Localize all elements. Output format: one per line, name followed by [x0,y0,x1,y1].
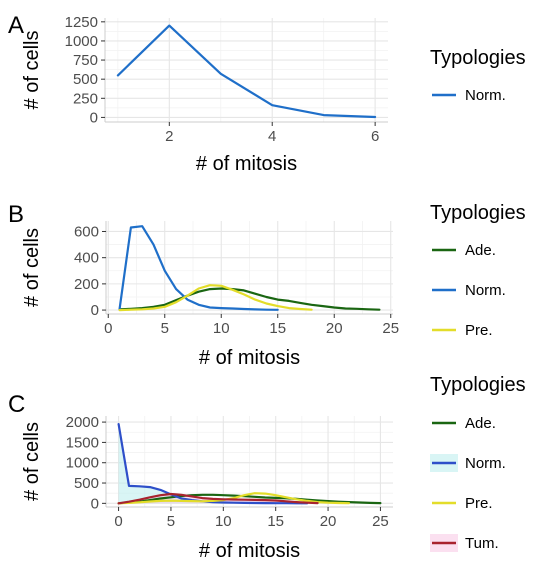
legend: Typologies Ade. Norm. Pre. Tum. [430,374,526,552]
legend-label: Norm. [465,455,506,472]
legend-label: Tum. [465,535,499,552]
x-tick-label: 4 [268,128,276,145]
series-line-pre [118,284,313,312]
x-tick-label: 5 [161,320,169,337]
y-axis-title: # of cells [21,228,43,307]
series-line-norm [116,24,377,119]
y-tick-label: 750 [73,52,98,69]
panel-letter: B [8,201,24,228]
y-tick-label: 0 [90,109,98,126]
y-tick-label: 500 [74,475,99,492]
x-tick-label: 5 [167,513,175,530]
series-line-norm [118,225,279,311]
x-tick-label: 10 [213,320,230,337]
y-tick-label: 2000 [66,414,99,431]
y-axis-title: # of cells [21,422,43,501]
legend-title: Typologies [430,47,526,69]
series-line-ade [117,493,382,505]
x-axis-title: # of mitosis [199,540,300,562]
x-tick-label: 25 [372,513,389,530]
x-tick-label: 15 [269,320,286,337]
series-group [117,423,382,505]
series-group [118,225,381,312]
y-tick-label: 1000 [66,455,99,472]
panel-a: A 2 4 6 0 250 500 750 1000 1250 # of mitosis # of c… [8,12,526,175]
y-tick-label: 0 [91,302,99,319]
legend-label: Pre. [465,495,493,512]
y-tick-label: 500 [73,71,98,88]
series-line-norm [117,423,309,505]
x-tick-label: 0 [104,320,112,337]
x-tick-label: 20 [320,513,337,530]
y-tick-label: 200 [74,276,99,293]
x-axis-title: # of mitosis [196,153,297,175]
y-axis-title: # of cells [21,31,43,110]
legend-label: Pre. [465,322,493,339]
y-tick-label: 1500 [66,434,99,451]
legend-label: Ade. [465,415,496,432]
legend-key-norm [430,454,458,472]
x-tick-label: 10 [215,513,232,530]
panel-c: C 0 5 10 15 20 25 0 500 1000 1500 2000 # of mitosis #… [8,374,526,562]
panel-b: B 0 5 10 15 20 25 0 200 400 600 # of mitosis # of ce… [8,201,526,369]
legend: Typologies Ade. Norm. Pre. [430,202,526,339]
y-tick-label: 600 [74,223,99,240]
x-axis-title: # of mitosis [199,347,300,369]
legend-label: Ade. [465,242,496,259]
legend: Typologies Norm. [430,47,526,104]
x-tick-label: 6 [371,128,379,145]
legend-label: Norm. [465,87,506,104]
panel-letter: C [8,391,25,418]
legend-title: Typologies [430,374,526,396]
series-line-tum [117,492,319,505]
panel-letter: A [8,12,24,39]
legend-label: Norm. [465,282,506,299]
x-tick-label: 25 [382,320,399,337]
legend-title: Typologies [430,202,526,224]
y-tick-label: 1000 [65,33,98,50]
legend-key-tum [430,534,458,552]
x-tick-label: 2 [165,128,173,145]
x-tick-label: 0 [114,513,122,530]
x-tick-label: 20 [326,320,343,337]
series-area-norm [118,424,308,504]
series-group [116,24,377,119]
series-line-ade [118,287,381,311]
y-tick-label: 1250 [65,14,98,31]
y-tick-label: 0 [91,495,99,512]
series-line-pre [117,492,351,505]
y-tick-label: 400 [74,250,99,267]
y-tick-label: 250 [73,90,98,107]
x-tick-label: 15 [267,513,284,530]
